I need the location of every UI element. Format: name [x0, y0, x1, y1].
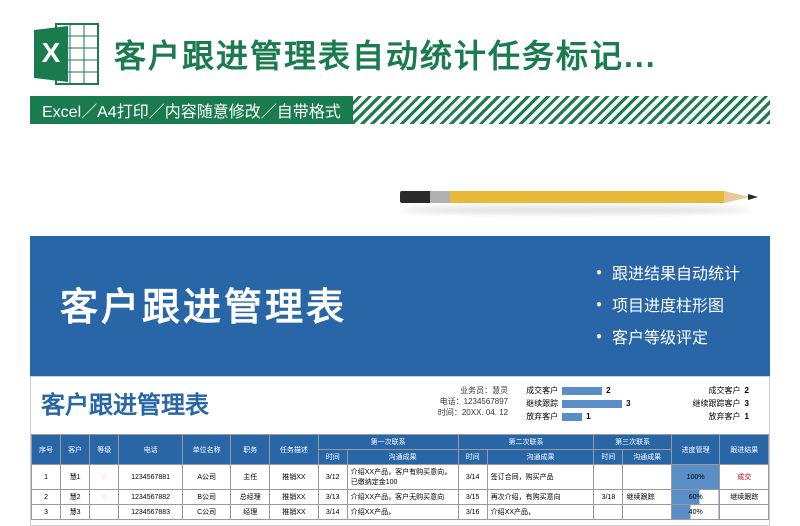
- stripe-decoration: [353, 96, 770, 124]
- stat-bars: 成交客户2 继续跟踪3 放弃客户1 成交客户2 继续跟踪客户3 放弃客户1: [508, 385, 759, 422]
- table-row: 3慧3 1234567883C公司经理推销XX 3/14介绍XX产品， 3/16…: [32, 505, 769, 520]
- feature-item: 跟进结果自动统计: [596, 256, 740, 288]
- subtitle-row: Excel／A4打印／内容随意修改／自带格式: [30, 96, 770, 124]
- svg-text:X: X: [42, 37, 61, 68]
- data-table: 序号 客户 等级 电话 单位名称 职务 任务描述 第一次联系 第二次联系 第三次…: [31, 434, 769, 520]
- preview-section: 客户跟进管理表 跟进结果自动统计 项目进度柱形图 客户等级评定 客户跟进管理表 …: [30, 236, 770, 526]
- pencil-shadow: [400, 206, 750, 214]
- excel-icon: X: [30, 18, 102, 90]
- pencil-decoration: [400, 190, 750, 204]
- banner: 客户跟进管理表 跟进结果自动统计 项目进度柱形图 客户等级评定: [30, 236, 770, 376]
- page-title: 客户跟进管理表自动统计任务标记...: [114, 31, 657, 77]
- title-row: X 客户跟进管理表自动统计任务标记...: [30, 18, 770, 90]
- feature-item: 项目进度柱形图: [596, 288, 740, 320]
- sheet-title: 客户跟进管理表: [41, 385, 438, 420]
- banner-title: 客户跟进管理表: [60, 276, 347, 331]
- feature-list: 跟进结果自动统计 项目进度柱形图 客户等级评定: [596, 256, 740, 352]
- feature-item: 客户等级评定: [596, 320, 740, 352]
- subtitle-text: Excel／A4打印／内容随意修改／自带格式: [30, 96, 353, 124]
- header-section: X 客户跟进管理表自动统计任务标记... Excel／A4打印／内容随意修改／自…: [0, 0, 800, 132]
- sheet-meta: 业务员：慧灵 电话：1234567897 时间：20XX. 04. 12: [438, 385, 508, 419]
- table-row: 1慧1☆ 1234567881A公司主任推销XX 3/12介绍XX产品，客户有购…: [32, 465, 769, 490]
- table-row: 2慧2☆ 1234567882B公司总经理推销XX 3/13介绍XX产品，客户无…: [32, 490, 769, 505]
- spreadsheet-preview: 客户跟进管理表 业务员：慧灵 电话：1234567897 时间：20XX. 04…: [30, 376, 770, 526]
